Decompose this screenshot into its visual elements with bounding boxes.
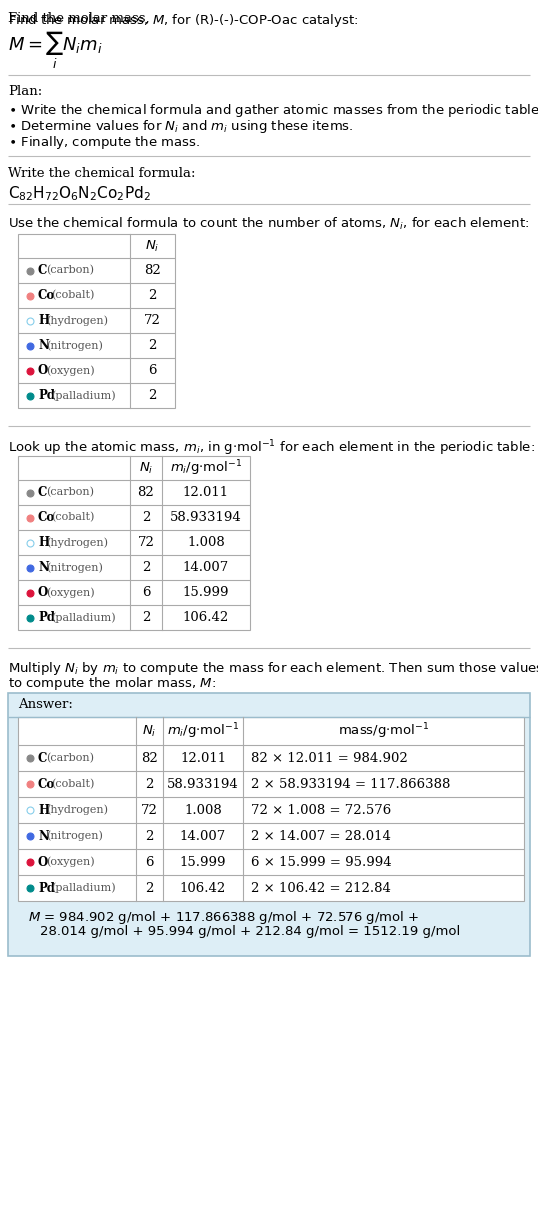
Text: 2: 2 <box>148 289 157 302</box>
Text: (palladium): (palladium) <box>51 391 116 400</box>
Text: 14.007: 14.007 <box>183 561 229 573</box>
Text: (nitrogen): (nitrogen) <box>46 562 103 572</box>
Text: Answer:: Answer: <box>18 699 73 711</box>
Text: (cobalt): (cobalt) <box>51 290 94 301</box>
Text: 28.014 g/mol + 95.994 g/mol + 212.84 g/mol = 1512.19 g/mol: 28.014 g/mol + 95.994 g/mol + 212.84 g/m… <box>40 925 460 938</box>
Text: $\bullet$ Determine values for $N_i$ and $m_i$ using these items.: $\bullet$ Determine values for $N_i$ and… <box>8 118 353 135</box>
Text: (nitrogen): (nitrogen) <box>46 830 103 841</box>
Text: 6: 6 <box>148 363 157 377</box>
Text: O: O <box>38 856 48 868</box>
Text: 6: 6 <box>145 856 154 868</box>
Text: 58.933194: 58.933194 <box>170 511 242 524</box>
Text: 72: 72 <box>144 314 161 327</box>
Text: N: N <box>38 829 49 842</box>
Text: (cobalt): (cobalt) <box>51 779 94 790</box>
Text: 6: 6 <box>141 586 150 599</box>
Text: (oxygen): (oxygen) <box>46 857 95 867</box>
Text: Find the molar mass, $M$, for (R)-(-)-COP-Oac catalyst:: Find the molar mass, $M$, for (R)-(-)-CO… <box>8 12 358 29</box>
Text: $N_i$: $N_i$ <box>142 723 157 738</box>
Text: 82 × 12.011 = 984.902: 82 × 12.011 = 984.902 <box>251 752 408 765</box>
Text: 6 × 15.999 = 95.994: 6 × 15.999 = 95.994 <box>251 856 392 868</box>
Text: 72: 72 <box>138 535 154 549</box>
Text: (hydrogen): (hydrogen) <box>46 316 108 325</box>
Text: 2: 2 <box>148 389 157 402</box>
Bar <box>8 693 530 957</box>
Text: to compute the molar mass, $M$:: to compute the molar mass, $M$: <box>8 675 216 693</box>
Text: (oxygen): (oxygen) <box>46 587 95 598</box>
Text: 72: 72 <box>141 803 158 817</box>
Text: Find the molar mass,: Find the molar mass, <box>8 12 154 25</box>
Text: 58.933194: 58.933194 <box>167 777 239 791</box>
Text: Plan:: Plan: <box>8 85 43 98</box>
Text: 1.008: 1.008 <box>184 803 222 817</box>
Text: H: H <box>38 803 49 817</box>
Text: (carbon): (carbon) <box>46 488 94 497</box>
Text: 2: 2 <box>142 612 150 624</box>
Text: Use the chemical formula to count the number of atoms, $N_i$, for each element:: Use the chemical formula to count the nu… <box>8 216 529 232</box>
Text: Multiply $N_i$ by $m_i$ to compute the mass for each element. Then sum those val: Multiply $N_i$ by $m_i$ to compute the m… <box>8 659 538 677</box>
Text: Write the chemical formula:: Write the chemical formula: <box>8 167 195 181</box>
Text: 106.42: 106.42 <box>180 882 226 894</box>
Text: Look up the atomic mass, $m_i$, in g$\cdot$mol$^{-1}$ for each element in the pe: Look up the atomic mass, $m_i$, in g$\cd… <box>8 438 535 458</box>
Text: 2 × 14.007 = 28.014: 2 × 14.007 = 28.014 <box>251 829 391 842</box>
Text: 82: 82 <box>138 486 154 499</box>
Text: (carbon): (carbon) <box>46 265 94 275</box>
Text: Pd: Pd <box>38 389 55 402</box>
Text: 2: 2 <box>145 829 154 842</box>
Text: $N_i$: $N_i$ <box>145 238 160 253</box>
Text: $M = \sum_i N_i m_i$: $M = \sum_i N_i m_i$ <box>8 29 102 71</box>
Text: C: C <box>38 486 47 499</box>
Text: $\bullet$ Write the chemical formula and gather atomic masses from the periodic : $\bullet$ Write the chemical formula and… <box>8 102 538 119</box>
Text: $m_i$/g$\cdot$mol$^{-1}$: $m_i$/g$\cdot$mol$^{-1}$ <box>167 721 239 740</box>
Text: O: O <box>38 363 48 377</box>
Text: Co: Co <box>38 511 55 524</box>
Text: 12.011: 12.011 <box>180 752 226 765</box>
Text: mass/g$\cdot$mol$^{-1}$: mass/g$\cdot$mol$^{-1}$ <box>338 721 429 740</box>
Text: O: O <box>38 586 48 599</box>
Text: 2: 2 <box>142 511 150 524</box>
Text: (nitrogen): (nitrogen) <box>46 340 103 351</box>
Text: 14.007: 14.007 <box>180 829 226 842</box>
Text: (palladium): (palladium) <box>51 883 116 893</box>
Text: 72 × 1.008 = 72.576: 72 × 1.008 = 72.576 <box>251 803 391 817</box>
Text: 2 × 106.42 = 212.84: 2 × 106.42 = 212.84 <box>251 882 391 894</box>
Text: $N_i$: $N_i$ <box>139 460 153 475</box>
Text: $\mathregular{C_{82}H_{72}O_6N_2Co_2Pd_2}$: $\mathregular{C_{82}H_{72}O_6N_2Co_2Pd_2… <box>8 184 151 203</box>
Text: 2: 2 <box>142 561 150 573</box>
Text: 82: 82 <box>144 264 161 278</box>
Text: 15.999: 15.999 <box>183 586 229 599</box>
Text: H: H <box>38 535 49 549</box>
Text: C: C <box>38 264 47 278</box>
Text: 2 × 58.933194 = 117.866388: 2 × 58.933194 = 117.866388 <box>251 777 450 791</box>
Text: Co: Co <box>38 777 55 791</box>
Text: N: N <box>38 339 49 352</box>
Text: 1.008: 1.008 <box>187 535 225 549</box>
Text: 106.42: 106.42 <box>183 612 229 624</box>
Text: 2: 2 <box>145 777 154 791</box>
Text: 2: 2 <box>145 882 154 894</box>
Text: (hydrogen): (hydrogen) <box>46 804 108 815</box>
Text: (cobalt): (cobalt) <box>51 512 94 523</box>
Text: Co: Co <box>38 289 55 302</box>
Text: Pd: Pd <box>38 612 55 624</box>
Text: Pd: Pd <box>38 882 55 894</box>
Text: (palladium): (palladium) <box>51 613 116 623</box>
Bar <box>18 235 175 408</box>
Text: $M$ = 984.902 g/mol + 117.866388 g/mol + 72.576 g/mol +: $M$ = 984.902 g/mol + 117.866388 g/mol +… <box>28 909 419 926</box>
Text: 2: 2 <box>148 339 157 352</box>
Text: 12.011: 12.011 <box>183 486 229 499</box>
Text: 82: 82 <box>141 752 158 765</box>
Text: (oxygen): (oxygen) <box>46 365 95 376</box>
Text: $m_i$/g$\cdot$mol$^{-1}$: $m_i$/g$\cdot$mol$^{-1}$ <box>170 458 242 478</box>
Text: 15.999: 15.999 <box>180 856 226 868</box>
Text: N: N <box>38 561 49 573</box>
Text: H: H <box>38 314 49 327</box>
Bar <box>18 717 524 901</box>
Text: C: C <box>38 752 47 765</box>
Text: $\bullet$ Finally, compute the mass.: $\bullet$ Finally, compute the mass. <box>8 134 200 151</box>
Text: (hydrogen): (hydrogen) <box>46 537 108 548</box>
Text: (carbon): (carbon) <box>46 753 94 763</box>
Bar <box>18 456 250 630</box>
